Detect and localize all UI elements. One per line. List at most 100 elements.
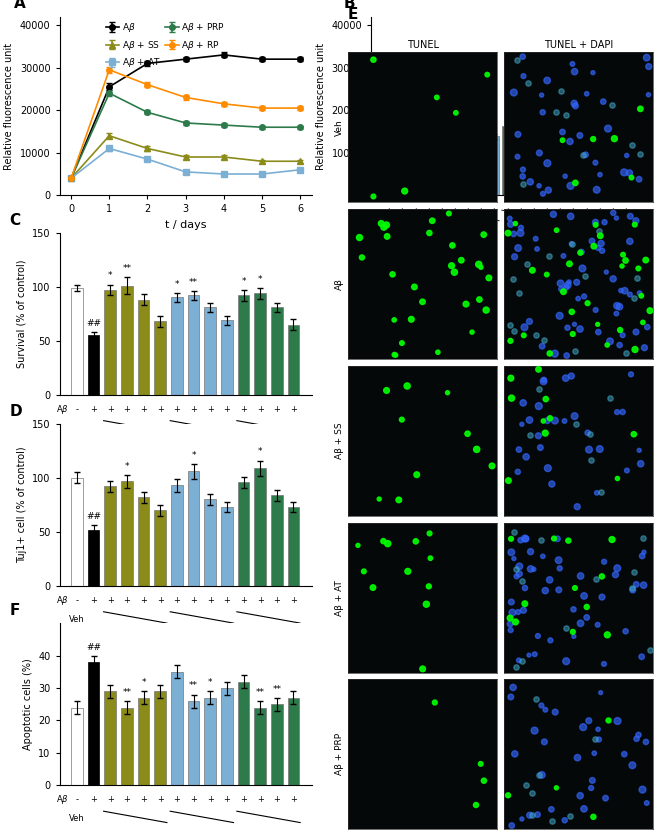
Point [612, 472, 623, 485]
Text: SS: SS [129, 442, 141, 450]
Point [627, 759, 638, 772]
Point [532, 808, 543, 821]
Point [535, 441, 546, 455]
Text: +: + [438, 207, 444, 216]
Bar [138, 497, 149, 586]
Point [549, 532, 560, 545]
Point [379, 220, 389, 234]
Point [518, 603, 528, 617]
Point [357, 251, 367, 264]
Point [430, 696, 440, 709]
Point [529, 724, 540, 737]
Point [566, 237, 577, 250]
Bar [88, 335, 99, 395]
Point [592, 317, 603, 331]
Point [560, 371, 571, 385]
Bar [581, 104, 591, 195]
Point [540, 703, 551, 716]
Point [625, 209, 636, 223]
Point [595, 686, 606, 700]
Bar [121, 707, 133, 785]
Text: A$\beta$: A$\beta$ [56, 594, 69, 607]
Point [381, 384, 392, 397]
Bar [138, 698, 149, 785]
Point [585, 428, 595, 441]
Point [424, 226, 435, 239]
Point [564, 257, 575, 270]
Point [554, 562, 565, 575]
Point [505, 617, 515, 631]
Point [575, 617, 586, 630]
Point [514, 568, 524, 581]
Point [630, 343, 640, 356]
Text: SS: SS [129, 633, 141, 642]
Point [561, 655, 572, 668]
Point [511, 661, 521, 674]
Point [540, 584, 550, 597]
Point [605, 335, 615, 348]
Point [525, 563, 536, 576]
Point [631, 214, 641, 228]
Point [559, 415, 570, 428]
Point [471, 799, 481, 812]
Point [444, 207, 454, 220]
Bar [288, 324, 299, 395]
Y-axis label: Relative fluorescence unit: Relative fluorescence unit [316, 42, 326, 170]
Point [552, 532, 563, 545]
Point [537, 340, 548, 353]
Point [620, 253, 631, 267]
Point [570, 176, 581, 189]
Point [524, 429, 535, 442]
Point [611, 211, 622, 224]
Point [561, 108, 572, 121]
Point [387, 268, 398, 281]
Text: AT: AT [475, 227, 486, 236]
Text: +: + [609, 207, 615, 216]
Point [474, 293, 485, 306]
Point [565, 809, 575, 823]
Point [521, 258, 532, 271]
Text: +: + [385, 207, 392, 216]
Point [536, 768, 547, 781]
Point [524, 648, 534, 661]
Point [572, 276, 582, 289]
Point [543, 184, 554, 197]
Point [632, 271, 642, 284]
Point [542, 461, 553, 475]
Point [505, 623, 516, 637]
Point [447, 238, 457, 252]
Point [642, 321, 652, 334]
Point [538, 373, 549, 386]
Point [503, 474, 514, 487]
Point [558, 285, 569, 298]
Point [581, 600, 592, 613]
Point [471, 443, 482, 456]
Point [520, 532, 531, 545]
Point [479, 228, 489, 241]
Point [579, 802, 589, 815]
Point [506, 595, 516, 608]
Point [626, 171, 636, 184]
Text: **: ** [256, 688, 265, 697]
Y-axis label: Survival (% of control): Survival (% of control) [17, 259, 27, 368]
Point [548, 208, 559, 221]
Text: +: + [530, 207, 536, 216]
Point [534, 768, 544, 781]
Bar [450, 86, 459, 195]
Point [516, 221, 526, 234]
Point [544, 249, 554, 263]
X-axis label: t / days: t / days [165, 220, 206, 230]
Point [607, 533, 617, 546]
Point [581, 87, 592, 101]
Point [609, 132, 620, 145]
Point [562, 321, 573, 334]
Point [503, 227, 513, 240]
Text: *: * [108, 272, 113, 281]
Point [621, 346, 632, 359]
Point [593, 241, 603, 254]
Point [558, 249, 569, 263]
Point [551, 224, 562, 237]
Text: +: + [570, 207, 576, 216]
Text: +: + [504, 207, 511, 216]
Bar [555, 105, 565, 195]
